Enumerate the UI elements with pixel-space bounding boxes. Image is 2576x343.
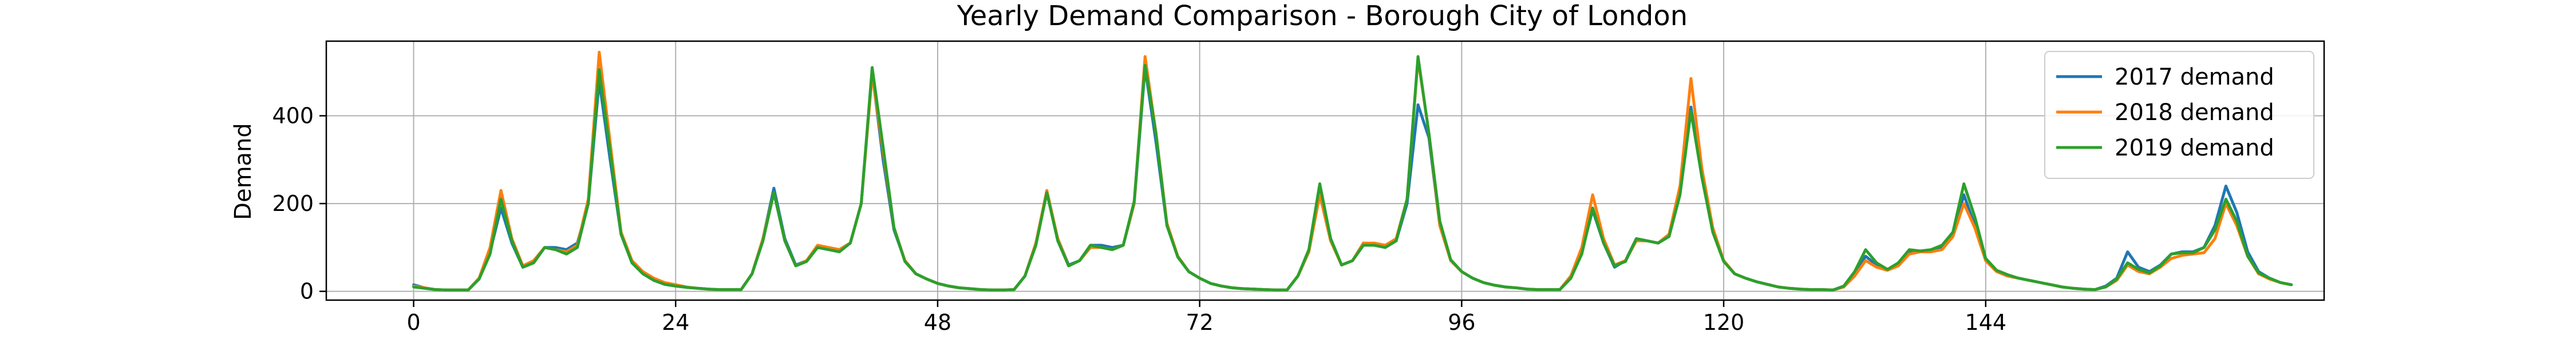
- x-tick-label: 72: [1186, 310, 1214, 335]
- x-tick-label: 48: [924, 310, 951, 335]
- x-tick-label: 144: [1965, 310, 2007, 335]
- y-axis-title: Demand: [230, 123, 256, 220]
- x-tick-label: 24: [662, 310, 689, 335]
- plot-frame: [325, 40, 2325, 301]
- legend-box: [2044, 51, 2314, 179]
- series-line-3: [412, 55, 2293, 292]
- legend-label: 2019 demand: [2115, 135, 2274, 161]
- axis-ticks: 0 24 48 72 96 120 144 0 200 400: [272, 103, 2006, 335]
- legend: 2017 demand 2018 demand 2019 demand: [2044, 51, 2314, 179]
- y-tick-label: 400: [272, 103, 314, 129]
- series-line-1: [412, 66, 2293, 292]
- x-tick-label: 96: [1448, 310, 1475, 335]
- chart-title: Yearly Demand Comparison - Borough City …: [957, 0, 1688, 32]
- y-tick-label: 0: [300, 279, 314, 304]
- legend-label: 2018 demand: [2115, 99, 2274, 126]
- series-line-2: [412, 50, 2293, 292]
- x-tick-label: 0: [406, 310, 420, 335]
- series-lines: [412, 50, 2293, 292]
- grid: [326, 41, 2324, 300]
- y-tick-label: 200: [272, 191, 314, 216]
- legend-label: 2017 demand: [2115, 64, 2274, 90]
- x-tick-label: 120: [1703, 310, 1745, 335]
